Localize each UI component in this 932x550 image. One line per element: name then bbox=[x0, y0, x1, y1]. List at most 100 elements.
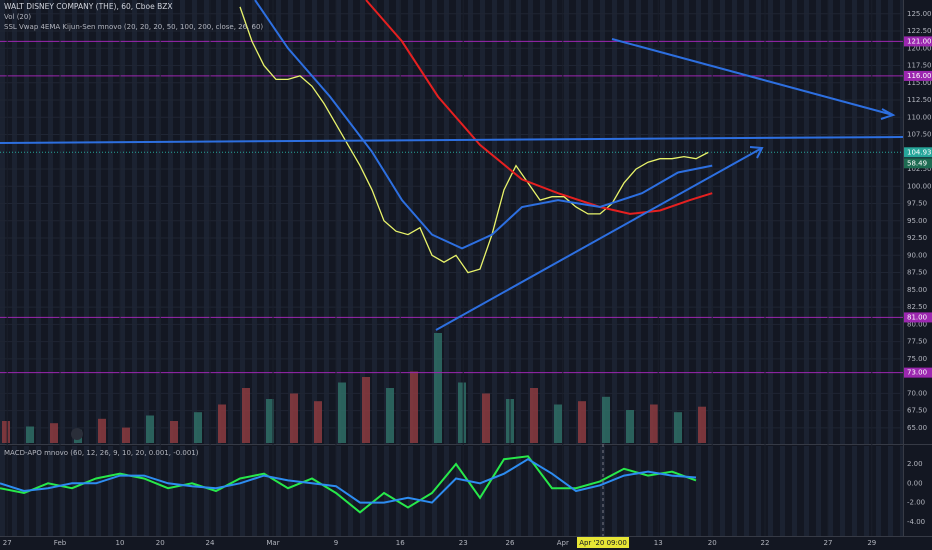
volume-bar bbox=[434, 333, 442, 443]
session-shading bbox=[0, 446, 903, 536]
y-tick-label: 115.00 bbox=[907, 79, 932, 87]
y-tick-label: 102.50 bbox=[907, 165, 932, 173]
series-line bbox=[239, 6, 709, 274]
x-tick-label: Feb bbox=[54, 539, 67, 547]
y-tick-label: 80.00 bbox=[907, 320, 927, 328]
series-line bbox=[0, 458, 697, 504]
x-tick-label: Mar bbox=[266, 539, 279, 547]
x-tick-label: 20 bbox=[156, 539, 165, 547]
volume-bar bbox=[98, 418, 106, 443]
volume-bar bbox=[674, 412, 682, 443]
y-tick-label: 0.00 bbox=[907, 479, 923, 487]
volume-bar bbox=[194, 412, 202, 443]
trend-line bbox=[435, 147, 763, 331]
y-tick-label: 100.00 bbox=[907, 182, 932, 190]
y-tick-label: 125.00 bbox=[907, 10, 932, 18]
x-tick-label: 27 bbox=[824, 539, 833, 547]
y-tick-label: 97.50 bbox=[907, 200, 927, 208]
y-tick-label: 77.50 bbox=[907, 338, 927, 346]
volume-bar bbox=[290, 393, 298, 443]
volume-bar bbox=[218, 404, 226, 443]
volume-bar bbox=[26, 426, 34, 443]
back-layer bbox=[0, 13, 903, 443]
y-tick-label: 2.00 bbox=[907, 460, 923, 468]
crosshair-label: Apr '20 09:00 bbox=[579, 539, 627, 547]
x-tick-label: 13 bbox=[654, 539, 663, 547]
x-tick-label: 26 bbox=[506, 539, 515, 547]
x-tick-label: 22 bbox=[761, 539, 770, 547]
volume-bar bbox=[530, 388, 538, 443]
x-tick-label: 20 bbox=[708, 539, 717, 547]
y-tick-label: 75.00 bbox=[907, 355, 927, 363]
level-label: 116.00 bbox=[907, 72, 932, 80]
series-line bbox=[254, 0, 713, 250]
x-tick-label: Apr bbox=[557, 539, 569, 547]
indicator-label: Vol (20) bbox=[4, 13, 31, 21]
x-tick-label: 9 bbox=[334, 539, 338, 547]
x-tick-label: 23 bbox=[459, 539, 468, 547]
level-badge bbox=[904, 70, 932, 81]
level-label: 81.00 bbox=[907, 313, 927, 321]
level-badge bbox=[904, 312, 932, 323]
y-tick-label: 112.50 bbox=[907, 96, 932, 104]
x-tick-label: 24 bbox=[206, 539, 215, 547]
x-tick-label: 29 bbox=[867, 539, 876, 547]
chart-title: WALT DISNEY COMPANY (THE), 60, Cboe BZX bbox=[4, 2, 173, 11]
volume-bar bbox=[602, 396, 610, 443]
y-tick-label: 65.00 bbox=[907, 424, 927, 432]
arrow-head bbox=[749, 146, 764, 159]
volume-bar bbox=[338, 382, 346, 443]
volume-bar bbox=[410, 371, 418, 443]
volume-bar bbox=[698, 406, 706, 443]
arrow-head bbox=[880, 108, 896, 120]
y-tick-label: 117.50 bbox=[907, 62, 932, 70]
volume-bar bbox=[362, 377, 370, 443]
indicator-label: MACD-APO mnovo (60, 12, 26, 9, 10, 20, 0… bbox=[4, 449, 199, 457]
level-label: 73.00 bbox=[907, 369, 927, 377]
x-tick-label: 27 bbox=[3, 539, 12, 547]
y-tick-label: 120.00 bbox=[907, 44, 932, 52]
y-tick-label: 110.00 bbox=[907, 113, 932, 121]
y-tick-label: 92.50 bbox=[907, 234, 927, 242]
badge-label: 58.49 bbox=[907, 159, 927, 167]
volume-bar bbox=[50, 423, 58, 443]
volume-bar bbox=[578, 401, 586, 443]
level-badge bbox=[904, 36, 932, 47]
y-tick-label: 82.50 bbox=[907, 303, 927, 311]
volume-bar bbox=[122, 427, 130, 443]
level-badge bbox=[904, 367, 932, 378]
volume-bar bbox=[266, 399, 274, 443]
volume-bar bbox=[482, 393, 490, 443]
y-tick-label: 70.00 bbox=[907, 389, 927, 397]
volume-bar bbox=[458, 382, 466, 443]
session-shading bbox=[0, 0, 903, 444]
x-tick-label: 16 bbox=[396, 539, 405, 547]
y-tick-label: 122.50 bbox=[907, 27, 932, 35]
series-line bbox=[0, 455, 697, 514]
volume-bar bbox=[2, 421, 10, 443]
y-tick-label: -4.00 bbox=[907, 518, 925, 526]
volume-bar bbox=[242, 388, 250, 443]
last-price-badge bbox=[904, 147, 932, 158]
trend-line bbox=[611, 38, 894, 116]
indicator-label: SSL Vwap 4EMA Kijun-Sen mnovo (20, 20, 2… bbox=[4, 23, 263, 31]
volume-bar bbox=[386, 388, 394, 443]
y-tick-label: 67.50 bbox=[907, 407, 927, 415]
series-line bbox=[365, 0, 713, 215]
volume-bar bbox=[146, 415, 154, 443]
volume-bar bbox=[650, 404, 658, 443]
volume-bar bbox=[170, 421, 178, 443]
y-tick-label: 107.50 bbox=[907, 131, 932, 139]
volume-bar bbox=[626, 410, 634, 443]
y-tick-label: 95.00 bbox=[907, 217, 927, 225]
y-tick-label: 87.50 bbox=[907, 269, 927, 277]
y-tick-label: 85.00 bbox=[907, 286, 927, 294]
x-tick-label: 10 bbox=[116, 539, 125, 547]
level-label: 121.00 bbox=[907, 37, 932, 45]
badge bbox=[904, 158, 932, 169]
y-tick-label: -2.00 bbox=[907, 499, 925, 507]
scroll-button[interactable] bbox=[71, 428, 83, 440]
